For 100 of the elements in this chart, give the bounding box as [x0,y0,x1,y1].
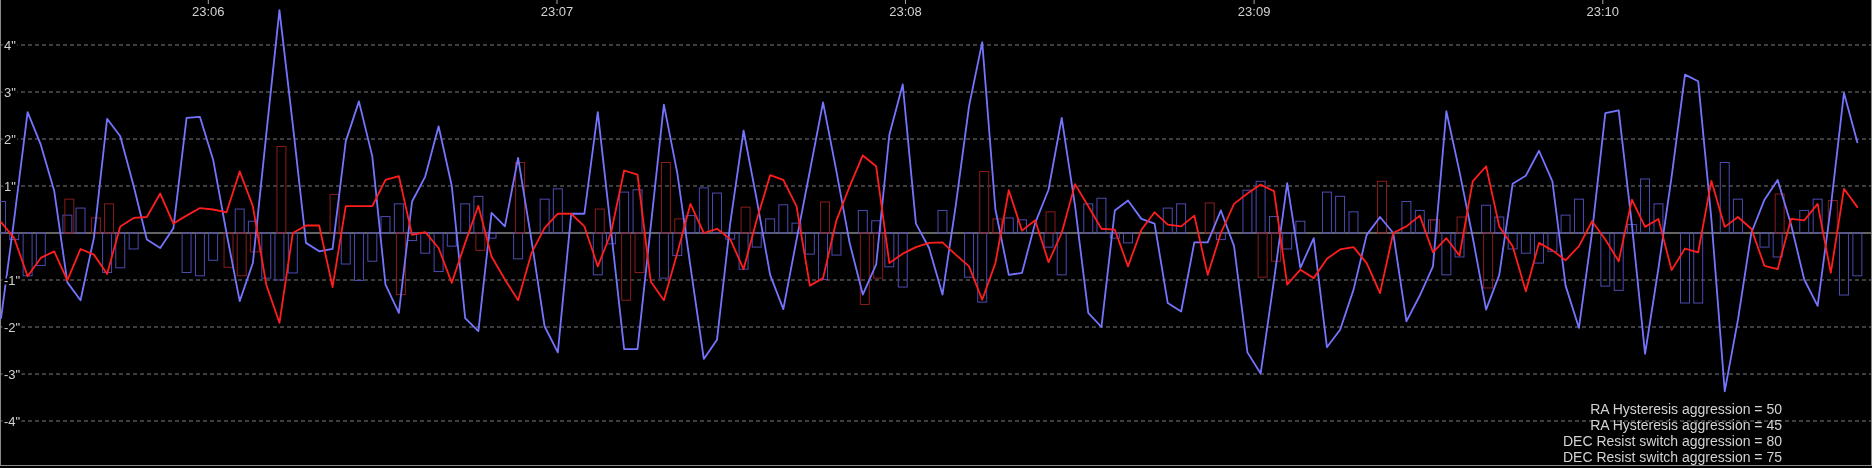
x-tick-label: 23:10 [1586,4,1620,19]
bar [236,232,247,277]
bar [274,232,285,281]
bar [1640,178,1651,234]
y-tick-label: -2" [4,319,21,335]
bar [287,232,298,274]
bar [1520,232,1531,254]
bar [1732,198,1743,234]
bar [276,146,287,234]
bar [22,232,33,277]
bar [791,222,802,234]
bar [1680,232,1690,304]
bar [605,232,616,245]
bar [1481,204,1492,234]
bar [486,232,497,239]
bar [660,162,671,234]
bar [1257,232,1268,278]
y-tick-label: -3" [4,366,21,382]
bar [979,170,990,234]
bar [433,232,444,273]
annotation: RA Hysteresis aggression = 45 [1590,417,1783,433]
x-tick-label: 23:06 [192,4,225,19]
line-series [0,154,1859,324]
bar [380,216,391,234]
bar [1534,232,1544,264]
bar [1045,211,1056,234]
bar [1176,203,1187,234]
y-tick-label: 2" [4,131,17,147]
bar [353,232,364,281]
line-series [0,9,1859,393]
bar [619,191,630,234]
bar [1321,191,1332,234]
bar [685,215,696,234]
bar [1401,201,1412,234]
bar [460,203,471,234]
bar [1719,162,1730,234]
bar [446,232,457,247]
bar [674,218,685,234]
bar [740,206,751,234]
bar [261,232,272,279]
bar [1271,232,1281,262]
bar [420,232,431,254]
bar [552,188,563,234]
bar [1083,203,1094,234]
bar [1162,207,1173,234]
bar [393,203,404,234]
bar [884,232,895,268]
bar [725,232,736,240]
x-tick-label: 23:07 [540,4,574,19]
bar [1454,232,1465,258]
bar [1414,209,1425,234]
bar [329,193,340,234]
x-tick-label: 23:09 [1237,4,1271,19]
bar [1003,217,1014,234]
bar [1693,232,1704,304]
bar [658,232,669,279]
bar [102,232,113,273]
bar [859,232,870,305]
bar [75,207,86,234]
y-tick-label: 1" [4,178,17,194]
bar [1123,232,1133,244]
bar [1335,195,1346,234]
bar [1016,219,1027,234]
bar [475,232,486,251]
bar [1456,216,1467,234]
bar [1772,232,1783,258]
bar [1613,232,1624,291]
bar [621,232,632,301]
bar [62,214,73,234]
bar [1774,193,1785,234]
bar [1560,214,1571,234]
annotation: DEC Resist switch aggression = 80 [1562,433,1783,449]
bar [115,232,126,269]
bar [208,232,219,261]
bar [738,232,749,270]
bar [64,198,75,234]
y-tick-label: 4" [4,37,17,53]
bar [765,218,776,234]
bar [1573,198,1584,234]
annotation: DEC Resist switch aggression = 75 [1562,449,1783,465]
bar [1812,198,1823,234]
bar [1377,180,1388,234]
bar [1600,232,1611,287]
bar [1348,211,1359,234]
bar [1109,232,1120,239]
bar [634,232,645,273]
bar [873,232,884,279]
bar [1483,232,1494,289]
bar [1852,232,1863,277]
bar [594,208,605,234]
bar [1626,224,1637,234]
bar [778,204,789,234]
bar [515,162,526,234]
bar [473,195,484,234]
bar [1282,232,1293,250]
bar [1759,232,1770,248]
bar [234,208,245,234]
bar [513,232,524,260]
bar [1043,232,1054,248]
bar [712,192,722,234]
